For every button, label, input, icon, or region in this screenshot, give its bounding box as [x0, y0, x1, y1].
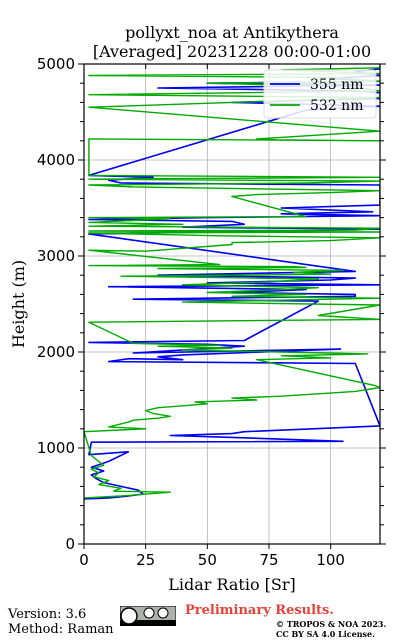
y-tick-label: 3000: [37, 247, 75, 265]
method-text: Method: Raman: [8, 622, 114, 637]
y-tick-label: 0: [65, 535, 75, 553]
y-tick-label: 2000: [37, 343, 75, 361]
legend-label-532-nm: 532 nm: [310, 98, 363, 114]
plot-frame: [83, 63, 381, 545]
y-axis-label: Height (m): [9, 260, 28, 348]
x-tick-label: 100: [316, 551, 345, 569]
version-text: Version: 3.6: [8, 607, 87, 622]
plot-clip-right: [380, 62, 400, 546]
legend-box: [263, 69, 377, 119]
x-tick-label: 25: [136, 551, 155, 569]
y-tick-label: 5000: [37, 55, 75, 73]
license-line2: CC BY SA 4.0 License.: [276, 629, 375, 639]
y-tick-label: 4000: [37, 151, 75, 169]
chart-title-line1: pollyxt_noa at Antikythera: [125, 23, 339, 42]
y-tick-label: 1000: [37, 439, 75, 457]
x-axis-label: Lidar Ratio [Sr]: [168, 575, 296, 594]
chart-title-line2: [Averaged] 20231228 00:00-01:00: [92, 42, 372, 61]
preliminary-results-label: Preliminary Results.: [185, 603, 334, 618]
x-tick-label: 75: [259, 551, 278, 569]
cc-by-sa-license-icon: [120, 606, 176, 626]
license-text: © TROPOS & NOA 2023. CC BY SA 4.0 Licens…: [276, 619, 386, 639]
license-line1: © TROPOS & NOA 2023.: [276, 619, 387, 629]
legend-label-355-nm: 355 nm: [310, 77, 363, 93]
series-line-355-nm: [83, 65, 381, 500]
x-tick-label: 50: [198, 551, 217, 569]
x-tick-label: 0: [79, 551, 89, 569]
